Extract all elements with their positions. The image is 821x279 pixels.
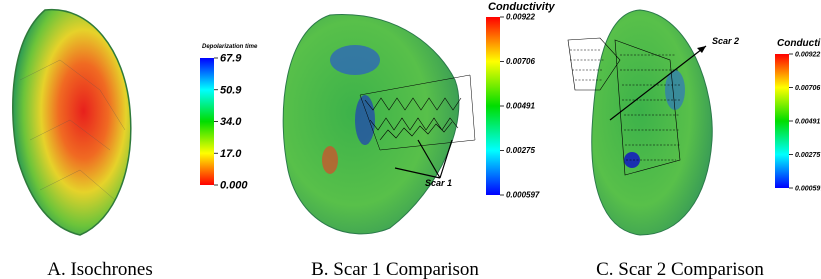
- colorbar-label: 17.0: [220, 148, 242, 160]
- colorbar-label: 0.00922: [506, 13, 535, 22]
- colorbar-label: 0.00275: [506, 146, 535, 155]
- colorbar-label: 67.9: [220, 53, 242, 65]
- colorbar-label: 0.00706: [795, 85, 820, 92]
- colorbar-title: Conductivity: [488, 1, 555, 13]
- colorbar-title: Depolarization time: [202, 44, 258, 50]
- colorbar-label: 0.00706: [506, 57, 535, 66]
- panel-caption: B. Scar 1 Comparison: [311, 259, 479, 279]
- panel-caption: C. Scar 2 Comparison: [596, 259, 764, 279]
- colorbar: [775, 54, 789, 188]
- panel-caption: A. Isochrones: [47, 259, 153, 279]
- heart-isochrones: [13, 10, 131, 235]
- colorbar-label: 0.00491: [506, 102, 535, 111]
- colorbar-label: 34.0: [220, 116, 242, 128]
- colorbar-label: 0.000597: [795, 185, 821, 192]
- colorbar-title: Conductivity: [777, 38, 821, 49]
- colorbar-label: 50.9: [220, 84, 242, 96]
- colorbar-label: 0.00275: [795, 152, 820, 159]
- colorbar: [486, 17, 500, 195]
- colorbar: [200, 58, 214, 185]
- colorbar-label: 0.00922: [795, 51, 820, 58]
- figure: A. Isochrones Depolarization time 67.9 50.9…: [0, 0, 821, 279]
- annotation: Scar 1: [425, 178, 452, 188]
- heart-scar1: [283, 15, 475, 234]
- colorbar-label: 0.000597: [506, 191, 540, 200]
- heart-scar2: [568, 10, 712, 235]
- colorbar-label: 0.00491: [795, 118, 820, 125]
- annotation: Scar 2: [712, 36, 739, 46]
- colorbar-label: 0.000: [220, 180, 248, 192]
